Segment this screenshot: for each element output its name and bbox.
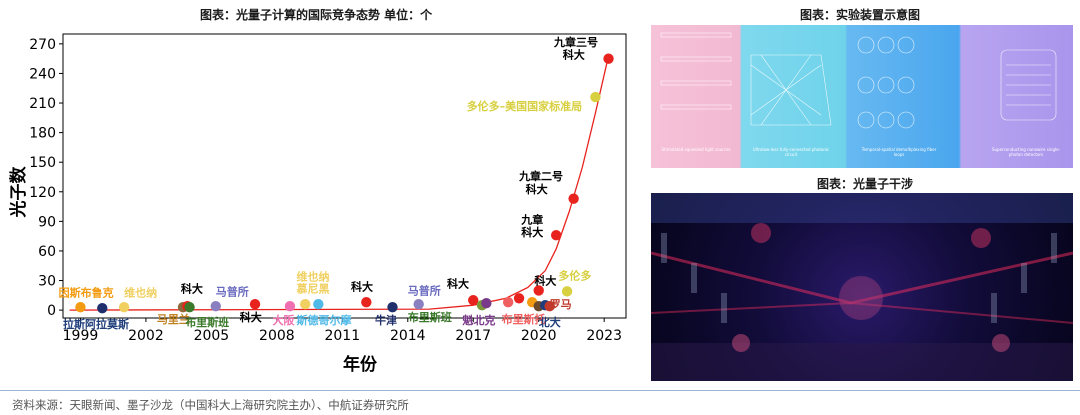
data-point	[513, 293, 525, 304]
y-axis-label: 光子数	[8, 166, 29, 219]
trend-curve	[69, 55, 610, 311]
x-tick-label: 2008	[259, 328, 295, 344]
point-annotation: 斯德哥尔摩	[296, 313, 352, 327]
data-point	[550, 229, 562, 241]
point-annotation: 布里斯托	[502, 312, 546, 326]
data-point	[249, 298, 261, 310]
data-point	[413, 298, 424, 310]
diagram-label-1: Stimulated squeezed light sources	[661, 147, 731, 152]
data-point	[75, 301, 86, 313]
x-tick-label: 2002	[128, 328, 164, 344]
chart-axes: 0 30 60 90 120 150 180 210 240 270 1999 2002 2005 200…	[29, 33, 627, 344]
diagram-label-2: Ultralow-loss fully-connected photonic c…	[752, 147, 830, 157]
point-annotation: 科大	[526, 182, 548, 196]
x-tick-label: 2011	[324, 328, 360, 344]
data-point	[210, 300, 221, 312]
y-tick-label: 90	[38, 214, 56, 230]
point-annotation: 维也纳	[124, 285, 157, 299]
photo-title: 图表：光量子干涉	[817, 177, 914, 191]
y-tick-label: 240	[29, 66, 56, 82]
x-tick-label: 2005	[194, 328, 230, 344]
point-annotation: 大阪	[272, 313, 295, 327]
chart-title: 图表：光量子计算的国际竞争态势 单位：个	[200, 8, 433, 22]
point-annotation: 因斯布鲁克	[59, 285, 114, 299]
data-point	[481, 298, 492, 309]
y-tick-label: 120	[29, 185, 56, 201]
data-point	[313, 298, 324, 310]
point-annotation: 九章	[520, 212, 543, 226]
plot-frame	[62, 33, 627, 319]
data-point	[468, 295, 479, 306]
x-tick-label: 2023	[586, 328, 622, 344]
y-tick-label: 150	[29, 155, 56, 171]
data-point	[361, 297, 372, 308]
point-annotation: 魁北克	[462, 313, 495, 327]
point-annotation: 科大	[351, 279, 373, 293]
x-tick-label: 1999	[63, 328, 99, 344]
y-tick-label: 270	[29, 37, 56, 53]
point-annotation: 罗马	[550, 298, 572, 311]
point-annotation: 维也纳	[296, 270, 329, 284]
y-tick-label: 210	[29, 96, 56, 112]
point-annotation: 科大	[534, 273, 556, 287]
footer-divider	[0, 390, 1080, 391]
data-point	[502, 297, 514, 308]
data-point	[300, 298, 311, 310]
data-point	[561, 286, 573, 297]
x-tick-label: 2017	[455, 328, 491, 344]
data-point	[603, 53, 614, 64]
x-axis-label: 年份	[343, 354, 378, 375]
trend-curve-line	[69, 55, 610, 311]
point-annotation: 慕尼黑	[295, 281, 329, 295]
point-annotation: 马里兰	[157, 312, 190, 326]
y-tick-label: 0	[47, 303, 56, 319]
point-annotation: 科大	[521, 225, 543, 239]
experimental-setup-diagram: Stimulated squeezed light sources Ultral…	[651, 25, 1073, 168]
photon-count-chart: 0 30 60 90 120 150 180 210 240 270 1999 2002 2005 200…	[8, 33, 627, 375]
data-point	[533, 285, 544, 296]
point-annotation: 牛津	[375, 313, 397, 327]
point-annotation: 科大	[447, 276, 469, 290]
point-annotation: 科大	[563, 48, 585, 62]
data-point	[284, 300, 296, 312]
data-point	[387, 301, 398, 313]
point-annotation: 九章三号	[553, 35, 598, 49]
data-point	[568, 193, 579, 204]
point-annotation: 科大	[240, 310, 262, 324]
y-tick-label: 180	[29, 126, 56, 142]
point-annotation: 马普所	[216, 284, 249, 298]
y-tick-label: 30	[38, 274, 56, 290]
y-tick-label: 60	[38, 244, 56, 260]
point-annotation: 布里斯班	[408, 310, 452, 324]
source-note: 资料来源：天眼新闻、墨子沙龙（中国科大上海研究院主办）、中航证券研究所	[12, 398, 409, 412]
point-annotation: 马普所	[408, 283, 441, 297]
diagram-title: 图表：实验装置示意图	[800, 8, 921, 22]
diagram-label-3: Temporal-spatial demultiplexing fiber lo…	[861, 147, 937, 157]
data-point	[118, 301, 130, 313]
point-annotation: 北大	[539, 315, 561, 329]
x-tick-label: 2014	[390, 328, 426, 344]
data-points	[75, 53, 614, 314]
data-point	[544, 300, 555, 312]
data-point	[97, 302, 108, 314]
x-tick-label: 2020	[521, 328, 557, 344]
data-point	[590, 91, 601, 103]
point-annotation: 科大	[181, 281, 203, 295]
data-point	[184, 301, 195, 313]
point-annotation: 多伦多–美国国家标准局	[467, 99, 583, 113]
point-annotation: 布里斯班	[185, 315, 229, 329]
point-annotation: 九章二号	[518, 169, 563, 183]
diagram-label-4: Superconducting nanowire single-photon d…	[991, 147, 1061, 157]
point-annotation: 多伦多	[558, 269, 591, 283]
point-annotation: 拉斯阿拉莫斯	[63, 317, 129, 331]
photon-interference-photo	[651, 193, 1073, 381]
